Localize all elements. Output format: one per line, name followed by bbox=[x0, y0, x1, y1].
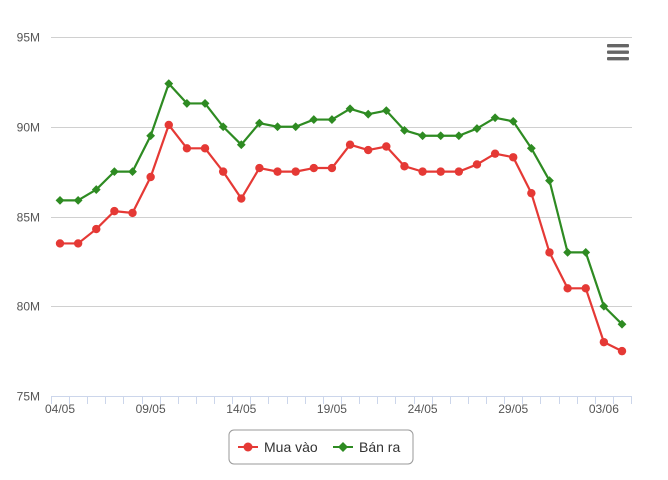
data-point[interactable] bbox=[345, 140, 355, 149]
data-point[interactable] bbox=[581, 284, 590, 293]
y-tick-label: 80M bbox=[17, 300, 40, 314]
data-point[interactable] bbox=[617, 319, 627, 329]
data-point[interactable] bbox=[200, 99, 210, 108]
legend-marker-sell bbox=[338, 442, 348, 452]
data-point[interactable] bbox=[490, 149, 500, 158]
legend: Mua vào Bán ra bbox=[228, 429, 414, 465]
series-sell bbox=[55, 79, 627, 329]
data-point[interactable] bbox=[146, 172, 155, 182]
x-tick-label: 04/05 bbox=[45, 402, 75, 416]
data-point[interactable] bbox=[309, 163, 319, 173]
data-point[interactable] bbox=[563, 248, 573, 257]
data-point[interactable] bbox=[55, 239, 65, 248]
data-point[interactable] bbox=[617, 346, 627, 356]
data-point[interactable] bbox=[418, 131, 427, 141]
grid-lines bbox=[51, 37, 632, 307]
y-axis: 75M 80M 85M 90M 95M bbox=[17, 31, 40, 404]
data-point[interactable] bbox=[218, 167, 228, 176]
x-axis: 04/05 09/05 14/05 19/05 24/05 29/05 03/06 bbox=[45, 396, 632, 416]
data-point[interactable] bbox=[400, 162, 409, 171]
data-point[interactable] bbox=[182, 99, 192, 108]
data-point[interactable] bbox=[255, 163, 264, 173]
data-point[interactable] bbox=[526, 143, 536, 153]
legend-label-buy: Mua vào bbox=[264, 439, 318, 455]
data-point[interactable] bbox=[454, 167, 464, 176]
legend-item-buy[interactable]: Mua vào bbox=[238, 439, 318, 455]
legend-box bbox=[228, 429, 414, 465]
data-point[interactable] bbox=[273, 122, 282, 132]
data-point[interactable] bbox=[545, 248, 554, 257]
data-point[interactable] bbox=[381, 106, 391, 115]
menu-icon-bar-1 bbox=[607, 44, 629, 48]
data-point[interactable] bbox=[237, 194, 246, 203]
data-point[interactable] bbox=[545, 176, 554, 185]
data-point[interactable] bbox=[273, 167, 282, 176]
data-point[interactable] bbox=[236, 140, 246, 150]
data-point[interactable] bbox=[363, 109, 373, 119]
data-point[interactable] bbox=[472, 124, 482, 133]
data-point[interactable] bbox=[454, 131, 464, 141]
data-point[interactable] bbox=[581, 248, 591, 257]
x-tick-label: 09/05 bbox=[136, 402, 166, 416]
data-point[interactable] bbox=[218, 122, 228, 132]
menu-icon-bar-3 bbox=[607, 57, 629, 61]
data-point[interactable] bbox=[73, 195, 83, 205]
data-point[interactable] bbox=[400, 125, 409, 135]
data-point[interactable] bbox=[327, 163, 337, 173]
data-point[interactable] bbox=[146, 131, 156, 141]
x-tick-label: 24/05 bbox=[408, 402, 438, 416]
data-point[interactable] bbox=[599, 337, 609, 347]
data-point[interactable] bbox=[128, 208, 137, 218]
data-point[interactable] bbox=[527, 188, 536, 198]
data-point[interactable] bbox=[109, 167, 119, 177]
data-point[interactable] bbox=[291, 122, 301, 132]
data-point[interactable] bbox=[508, 116, 518, 126]
data-point[interactable] bbox=[418, 167, 427, 176]
y-tick-label: 95M bbox=[17, 31, 40, 45]
menu-icon-bar-2 bbox=[607, 50, 629, 54]
data-point[interactable] bbox=[472, 160, 482, 169]
series-line bbox=[60, 123, 623, 353]
legend-marker-buy bbox=[243, 442, 253, 452]
data-point[interactable] bbox=[345, 104, 355, 114]
y-tick-label: 85M bbox=[17, 211, 40, 225]
series-buy bbox=[55, 120, 627, 356]
x-tick-label: 29/05 bbox=[498, 402, 528, 416]
data-point[interactable] bbox=[164, 120, 173, 130]
legend-label-sell: Bán ra bbox=[359, 439, 400, 455]
data-point[interactable] bbox=[91, 185, 101, 194]
data-point[interactable] bbox=[363, 145, 373, 155]
x-tick-label: 14/05 bbox=[226, 402, 256, 416]
data-point[interactable] bbox=[599, 301, 609, 311]
x-tick-label: 19/05 bbox=[317, 402, 347, 416]
x-tick-label: 03/06 bbox=[589, 402, 619, 416]
data-point[interactable] bbox=[73, 239, 83, 248]
data-point[interactable] bbox=[436, 131, 446, 141]
data-point[interactable] bbox=[92, 224, 101, 234]
data-point[interactable] bbox=[200, 144, 210, 153]
data-point[interactable] bbox=[128, 167, 137, 177]
data-point[interactable] bbox=[164, 79, 174, 89]
data-point[interactable] bbox=[291, 167, 300, 176]
data-point[interactable] bbox=[55, 195, 65, 205]
data-point[interactable] bbox=[255, 118, 264, 128]
data-point[interactable] bbox=[110, 206, 119, 216]
data-point[interactable] bbox=[182, 144, 192, 153]
series-area bbox=[55, 79, 627, 356]
menu-button[interactable] bbox=[603, 40, 633, 66]
data-point[interactable] bbox=[327, 115, 337, 124]
y-tick-label: 90M bbox=[17, 121, 40, 135]
data-point[interactable] bbox=[309, 115, 319, 124]
data-point[interactable] bbox=[490, 113, 500, 123]
data-point[interactable] bbox=[436, 167, 445, 176]
data-point[interactable] bbox=[509, 153, 518, 162]
series-line bbox=[60, 82, 623, 325]
data-point[interactable] bbox=[382, 142, 391, 151]
data-point[interactable] bbox=[563, 284, 572, 293]
y-tick-label: 75M bbox=[17, 390, 40, 404]
legend-item-sell[interactable]: Bán ra bbox=[333, 439, 400, 455]
hamburger-menu-icon bbox=[607, 44, 629, 61]
